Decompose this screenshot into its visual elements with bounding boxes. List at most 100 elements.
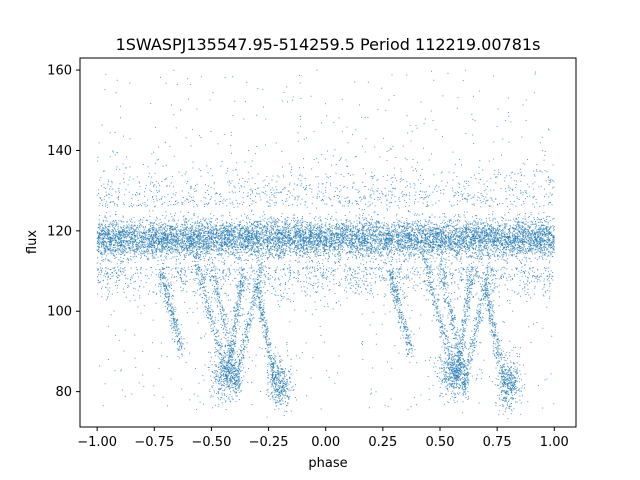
scatter-point <box>228 227 230 229</box>
scatter-point <box>257 223 259 225</box>
scatter-point <box>209 240 211 242</box>
scatter-point <box>432 255 434 257</box>
scatter-point <box>172 247 174 249</box>
scatter-point <box>309 228 311 230</box>
scatter-point <box>353 245 355 247</box>
scatter-point <box>344 228 346 230</box>
scatter-point <box>449 230 451 232</box>
scatter-point <box>500 233 502 235</box>
scatter-point <box>369 231 371 233</box>
scatter-point <box>223 232 225 234</box>
scatter-point <box>162 262 164 264</box>
scatter-point <box>450 242 452 244</box>
scatter-point <box>531 223 533 225</box>
scatter-point <box>102 260 104 262</box>
scatter-point <box>119 230 121 232</box>
scatter-point <box>548 241 550 243</box>
scatter-point <box>397 242 399 244</box>
scatter-point <box>440 227 442 229</box>
scatter-point <box>323 243 325 245</box>
scatter-point <box>198 244 200 246</box>
scatter-point <box>176 233 178 235</box>
scatter-point <box>393 246 395 248</box>
scatter-point <box>328 247 330 249</box>
scatter-point <box>149 244 151 246</box>
scatter-point <box>236 241 238 243</box>
scatter-point <box>409 240 411 242</box>
scatter-point <box>502 243 504 245</box>
scatter-point <box>248 232 250 234</box>
scatter-point <box>235 247 237 249</box>
scatter-point <box>203 244 205 246</box>
scatter-point <box>274 221 276 223</box>
scatter-point <box>348 226 350 228</box>
scatter-point <box>541 255 543 257</box>
scatter-point <box>290 255 292 257</box>
scatter-point <box>180 226 182 228</box>
scatter-point <box>217 230 219 232</box>
scatter-point <box>528 257 530 259</box>
scatter-point <box>107 260 109 262</box>
scatter-point <box>386 223 388 225</box>
scatter-point <box>497 239 499 241</box>
scatter-point <box>530 238 532 240</box>
scatter-point <box>136 255 138 257</box>
scatter-point <box>199 226 201 228</box>
scatter-point <box>459 244 461 246</box>
scatter-point <box>465 233 467 235</box>
scatter-point <box>265 246 267 248</box>
scatter-point <box>203 247 205 249</box>
scatter-point <box>482 237 484 239</box>
scatter-point <box>202 240 204 242</box>
scatter-point <box>257 256 259 258</box>
scatter-point <box>127 226 129 228</box>
scatter-point <box>429 239 431 241</box>
scatter-point <box>433 247 435 249</box>
scatter-point <box>124 246 126 248</box>
scatter-point <box>143 252 145 254</box>
scatter-point <box>112 223 114 225</box>
scatter-point <box>294 246 296 248</box>
scatter-point <box>523 222 525 224</box>
scatter-point <box>280 241 282 243</box>
scatter-point <box>164 225 166 227</box>
scatter-point <box>145 219 147 221</box>
scatter-point <box>414 220 416 222</box>
scatter-point <box>371 218 373 220</box>
scatter-point <box>504 236 506 237</box>
scatter-point <box>496 232 498 234</box>
scatter-point <box>329 225 331 227</box>
scatter-point <box>129 240 131 242</box>
scatter-point <box>119 246 121 248</box>
scatter-point <box>131 226 133 228</box>
scatter-point <box>118 245 120 247</box>
scatter-point <box>177 226 179 228</box>
scatter-point <box>182 239 184 241</box>
scatter-point <box>491 238 493 240</box>
scatter-point <box>131 227 133 229</box>
scatter-point <box>183 248 185 250</box>
scatter-point <box>299 240 301 242</box>
scatter-point <box>493 228 495 230</box>
scatter-point <box>449 241 451 243</box>
scatter-point <box>515 225 517 227</box>
scatter-point <box>359 214 361 216</box>
scatter-point <box>506 261 508 263</box>
scatter-point <box>500 240 502 242</box>
scatter-point <box>306 223 308 225</box>
scatter-point <box>285 240 287 242</box>
scatter-point <box>377 226 379 228</box>
scatter-point <box>149 245 151 247</box>
scatter-point <box>325 248 327 250</box>
scatter-point <box>426 228 428 230</box>
scatter-point <box>286 236 288 238</box>
scatter-point <box>456 224 458 226</box>
scatter-point <box>452 248 454 250</box>
scatter-point <box>498 240 500 242</box>
scatter-point <box>183 233 185 235</box>
scatter-point <box>166 227 168 229</box>
scatter-point <box>306 247 308 249</box>
scatter-point <box>98 248 100 250</box>
scatter-point <box>322 245 324 247</box>
